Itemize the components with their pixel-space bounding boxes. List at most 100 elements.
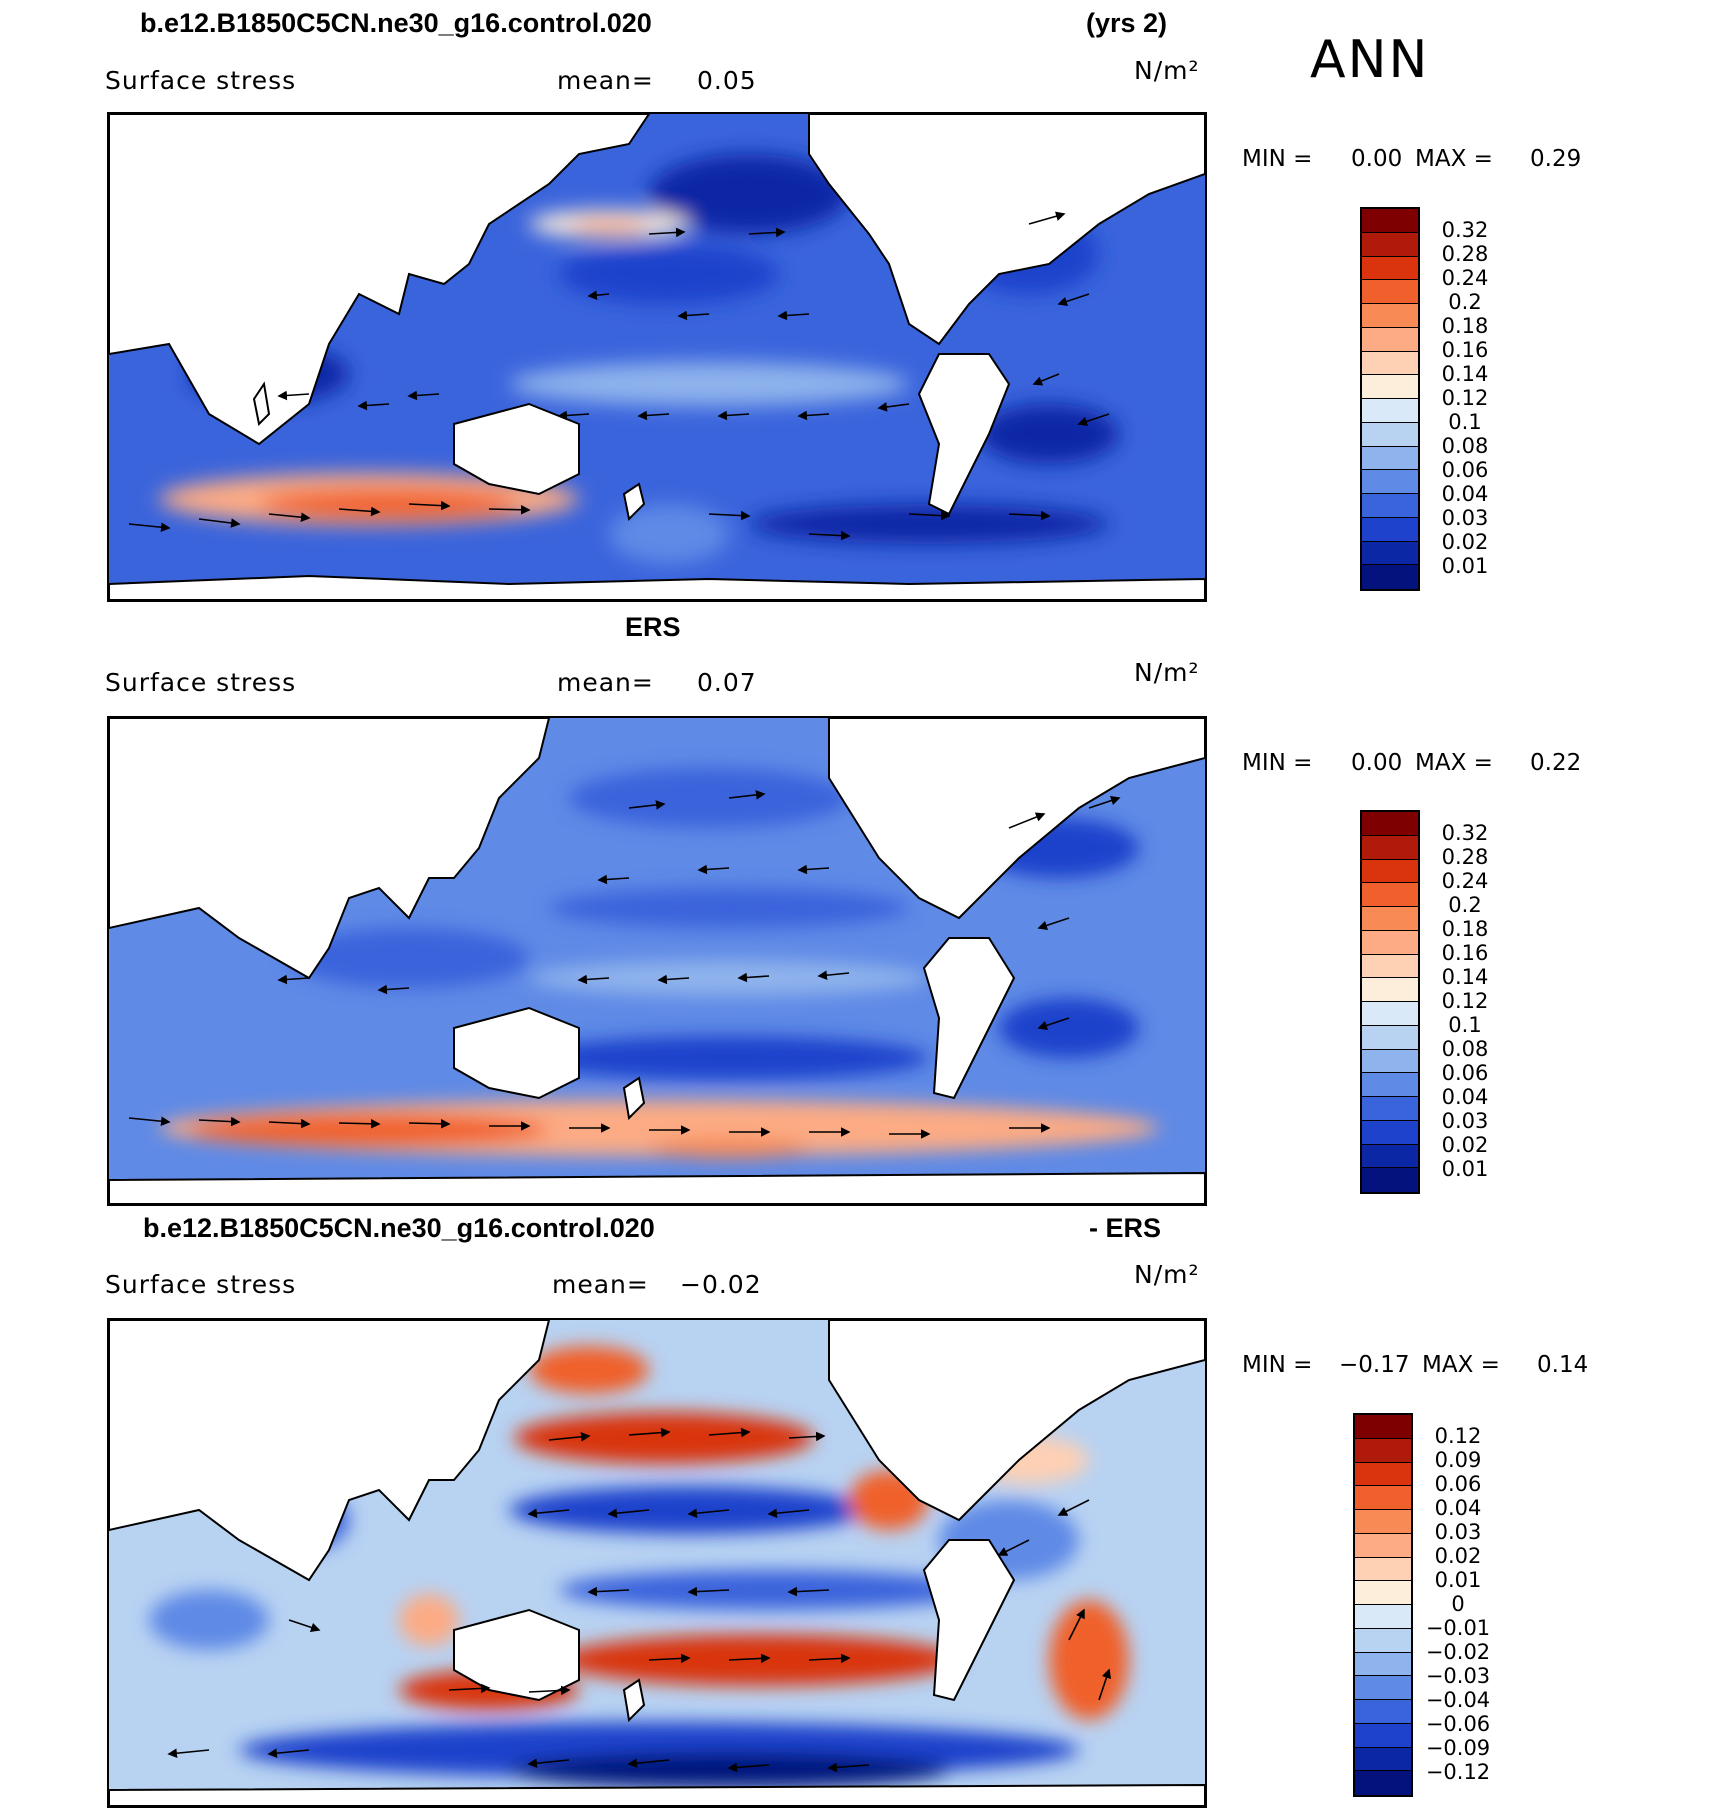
colorbar-tick-label: 0.02 bbox=[1441, 530, 1489, 554]
colorbar-tick-label: 0.06 bbox=[1441, 458, 1489, 482]
colorbar-swatch bbox=[1362, 351, 1418, 376]
panel3-title-left: b.e12.B1850C5CN.ne30_g16.control.020 bbox=[143, 1213, 655, 1243]
colorbar-tick-label: 0.03 bbox=[1441, 506, 1489, 530]
panel1-wind-vectors bbox=[128, 211, 1110, 541]
panel2-min-value: 0.00 bbox=[1351, 750, 1403, 776]
panel3-min-value: −0.17 bbox=[1339, 1352, 1410, 1378]
colorbar-swatch bbox=[1355, 1462, 1411, 1487]
colorbar-tick-label: −0.02 bbox=[1425, 1640, 1491, 1664]
colorbar-swatch bbox=[1355, 1652, 1411, 1677]
colorbar-swatch bbox=[1362, 304, 1418, 328]
colorbar-swatch bbox=[1362, 232, 1418, 257]
colorbar-swatch bbox=[1362, 565, 1418, 589]
panel2-wind-vectors bbox=[128, 790, 1121, 1139]
colorbar-tick-label: 0.01 bbox=[1441, 554, 1489, 578]
panel2-min-label: MIN = bbox=[1242, 750, 1313, 776]
colorbar-swatch bbox=[1355, 1700, 1411, 1724]
colorbar-tick-label: 0.14 bbox=[1441, 362, 1489, 386]
colorbar-tick-label: 0.24 bbox=[1441, 266, 1489, 290]
panel1-map bbox=[107, 112, 1207, 602]
panel1-units: N/m² bbox=[1134, 56, 1200, 85]
colorbar-tick-label: 0.04 bbox=[1441, 482, 1489, 506]
panel3-wind-vectors bbox=[167, 1427, 1112, 1773]
colorbar-swatch bbox=[1355, 1533, 1411, 1558]
colorbar-tick-label: 0.04 bbox=[1434, 1496, 1482, 1520]
colorbar-swatch bbox=[1362, 256, 1418, 281]
colorbar-swatch bbox=[1362, 517, 1418, 542]
colorbar-swatch bbox=[1362, 1025, 1418, 1050]
colorbar-swatch bbox=[1362, 327, 1418, 352]
colorbar-tick-label: 0.01 bbox=[1441, 1157, 1489, 1181]
colorbar-tick-label: 0.02 bbox=[1441, 1133, 1489, 1157]
panel2-max-label: MAX = bbox=[1415, 750, 1493, 776]
colorbar-tick-label: 0.24 bbox=[1441, 869, 1489, 893]
panel1-max-value: 0.29 bbox=[1530, 146, 1582, 172]
panel1-min-value: 0.00 bbox=[1351, 146, 1403, 172]
colorbar-swatch bbox=[1362, 859, 1418, 884]
colorbar-tick-label: 0.2 bbox=[1448, 290, 1482, 314]
colorbar-swatch bbox=[1362, 907, 1418, 931]
colorbar-tick-label: 0.02 bbox=[1434, 1544, 1482, 1568]
panel1-mean-label: mean= bbox=[557, 66, 654, 95]
colorbar-tick-label: 0.16 bbox=[1441, 338, 1489, 362]
colorbar-swatch bbox=[1362, 1002, 1418, 1026]
colorbar-tick-label: 0.28 bbox=[1441, 242, 1489, 266]
colorbar-tick-label: 0.12 bbox=[1434, 1424, 1482, 1448]
colorbar-tick-label: 0.09 bbox=[1434, 1448, 1482, 1472]
colorbar-swatch bbox=[1362, 209, 1418, 233]
panel3-mean-value: −0.02 bbox=[680, 1270, 762, 1299]
colorbar-swatch bbox=[1362, 954, 1418, 979]
colorbar-swatch bbox=[1362, 883, 1418, 907]
colorbar-tick-label: 0.04 bbox=[1441, 1085, 1489, 1109]
colorbar-swatch bbox=[1362, 812, 1418, 836]
colorbar-swatch bbox=[1362, 541, 1418, 566]
colorbar-swatch bbox=[1362, 1120, 1418, 1145]
colorbar-tick-label: −0.12 bbox=[1425, 1760, 1491, 1784]
colorbar-swatch bbox=[1355, 1747, 1411, 1772]
colorbar-tick-label: 0.32 bbox=[1441, 821, 1489, 845]
colorbar-swatch bbox=[1362, 399, 1418, 423]
panel3-units: N/m² bbox=[1134, 1260, 1200, 1289]
panel3-mean-label: mean= bbox=[552, 1270, 649, 1299]
colorbar-tick-label: −0.04 bbox=[1425, 1688, 1491, 1712]
colorbar-tick-label: 0.14 bbox=[1441, 965, 1489, 989]
colorbar-swatch bbox=[1355, 1415, 1411, 1439]
panel3-title-right: - ERS bbox=[1089, 1213, 1162, 1243]
colorbar-swatch bbox=[1362, 1049, 1418, 1074]
colorbar-tick-label: 0.03 bbox=[1434, 1520, 1482, 1544]
panel1-variable: Surface stress bbox=[105, 66, 297, 95]
colorbar-tick-label: 0.18 bbox=[1441, 314, 1489, 338]
panel1-title-left: b.e12.B1850C5CN.ne30_g16.control.020 bbox=[140, 8, 652, 38]
season-label: ANN bbox=[1310, 30, 1430, 90]
panel1-title-right: (yrs 2) bbox=[1086, 8, 1168, 38]
colorbar-swatch bbox=[1355, 1438, 1411, 1463]
colorbar-swatch bbox=[1362, 280, 1418, 304]
colorbar-tick-label: −0.03 bbox=[1425, 1664, 1491, 1688]
colorbar-swatch bbox=[1362, 422, 1418, 447]
colorbar-tick-label: 0.1 bbox=[1448, 1013, 1482, 1037]
colorbar-swatch bbox=[1362, 1168, 1418, 1192]
panel2-mean-label: mean= bbox=[557, 668, 654, 697]
colorbar-swatch bbox=[1355, 1557, 1411, 1582]
panel3-min-label: MIN = bbox=[1242, 1352, 1313, 1378]
panel1-max-label: MAX = bbox=[1415, 146, 1493, 172]
panel3-max-value: 0.14 bbox=[1537, 1352, 1589, 1378]
colorbar-tick-label: 0.32 bbox=[1441, 218, 1489, 242]
colorbar-swatch bbox=[1362, 978, 1418, 1002]
colorbar-swatch bbox=[1355, 1605, 1411, 1629]
colorbar-tick-label: 0.06 bbox=[1441, 1061, 1489, 1085]
colorbar-tick-label: −0.06 bbox=[1425, 1712, 1491, 1736]
colorbar-tick-label: 0.08 bbox=[1441, 434, 1489, 458]
colorbar-tick-label: 0.2 bbox=[1448, 893, 1482, 917]
panel2-mean-value: 0.07 bbox=[697, 668, 757, 697]
colorbar-swatch bbox=[1362, 930, 1418, 955]
colorbar-swatch bbox=[1362, 835, 1418, 860]
colorbar-swatch bbox=[1355, 1723, 1411, 1748]
colorbar-tick-label: 0.08 bbox=[1441, 1037, 1489, 1061]
colorbar-tick-label: 0 bbox=[1451, 1592, 1465, 1616]
colorbar-tick-label: 0.28 bbox=[1441, 845, 1489, 869]
panel2-title-center: ERS bbox=[625, 612, 681, 642]
colorbar-swatch bbox=[1355, 1628, 1411, 1653]
colorbar-swatch bbox=[1355, 1581, 1411, 1605]
colorbar-tick-label: 0.18 bbox=[1441, 917, 1489, 941]
